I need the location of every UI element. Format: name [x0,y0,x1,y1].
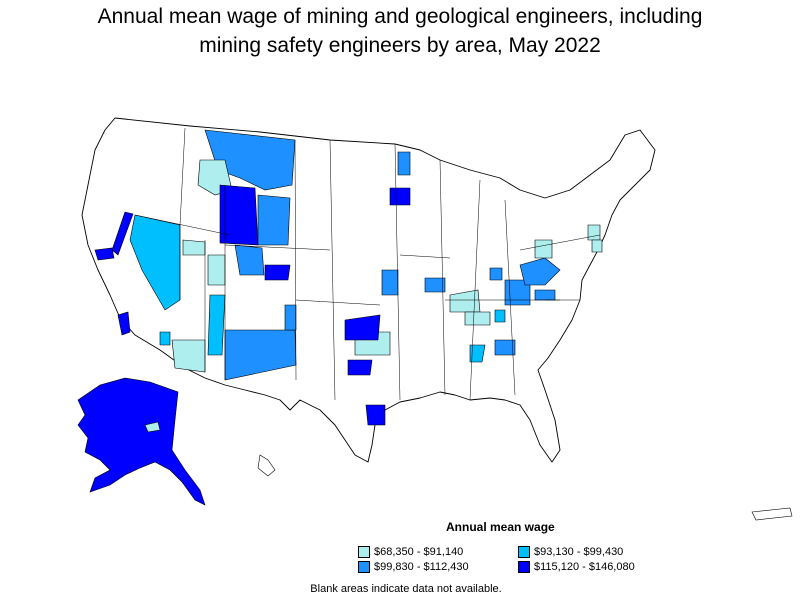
area-utah-light-2 [207,254,226,286]
area-colorado [234,244,265,276]
area-bay [94,247,115,261]
area-california-north [111,211,134,256]
area-alabama [469,344,486,363]
hawaii [257,454,276,477]
area-minnesota [397,151,411,176]
area-georgia [494,339,516,356]
area-oklahoma [344,314,381,341]
legend-item-1: $68,350 - $91,140 [358,546,463,558]
area-so-california [117,311,131,336]
area-tennessee-light [464,311,491,326]
area-colorado-east [264,264,291,281]
area-arizona-light [207,294,226,356]
area-arizona-sw [159,331,171,346]
legend-swatch-2 [518,546,530,558]
area-appalachia-2 [519,257,561,286]
area-dallas [347,359,373,376]
legend-label-4: $115,120 - $146,080 [534,561,635,573]
state-borders [134,127,601,401]
area-appalachia-3 [534,289,556,301]
area-arizona-east [171,339,206,373]
legend-item-4: $115,120 - $146,080 [518,561,635,573]
area-st-louis [424,277,446,293]
footnote: Blank areas indicate data not available. [310,583,502,595]
area-new-jersey [591,239,603,253]
legend-item-2: $93,130 - $99,430 [518,546,623,558]
legend-label-3: $99,830 - $112,430 [374,561,469,573]
legend-swatch-4 [518,561,530,573]
legend-label-2: $93,130 - $99,430 [534,546,624,558]
area-utah-light [182,239,206,256]
legend-title: Annual mean wage [446,520,555,534]
area-kansas-city [381,269,399,296]
legend-item-3: $99,830 - $112,430 [358,561,469,573]
map-title: Annual mean wage of mining and geologica… [97,5,703,57]
legend-swatch-1 [358,546,370,558]
legend-label-1: $68,350 - $91,140 [374,546,464,558]
alaska [77,377,206,506]
legend-swatch-3 [358,561,370,573]
puerto-rico [751,507,793,521]
area-ohio [489,267,503,281]
area-new-mexico-north [284,304,297,331]
area-appalachia-1 [504,279,531,306]
area-houston [365,404,386,426]
area-nashville [494,309,506,323]
area-pennsylvania [587,224,601,241]
area-minneapolis [389,187,411,206]
area-west-virginia [534,239,553,259]
area-wyoming-east [257,194,291,246]
alaska-area-light [144,421,161,433]
area-wyoming [219,184,259,246]
